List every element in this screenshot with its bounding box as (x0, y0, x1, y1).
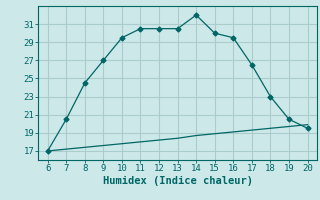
X-axis label: Humidex (Indice chaleur): Humidex (Indice chaleur) (103, 176, 252, 186)
